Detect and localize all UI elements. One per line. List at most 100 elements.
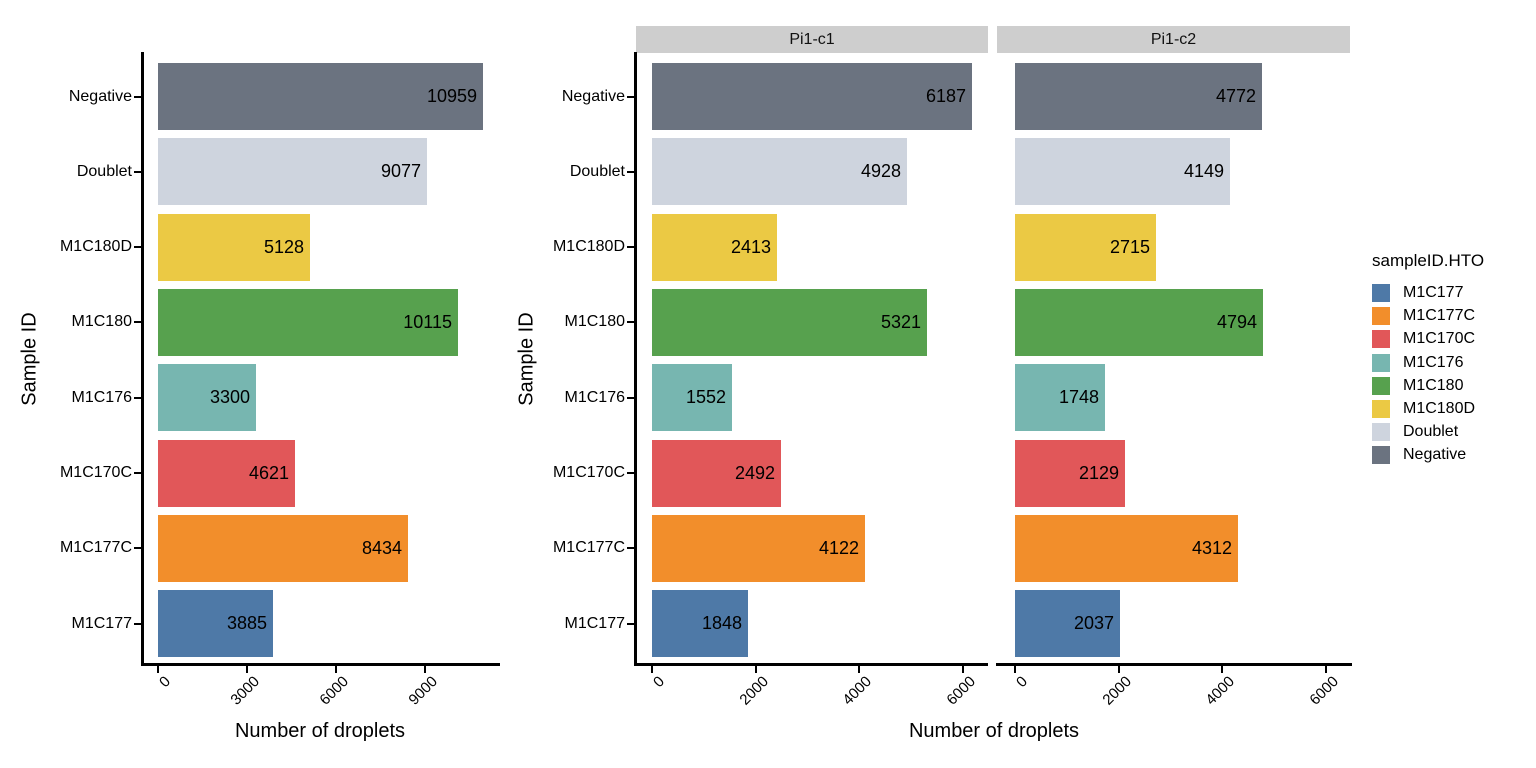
x-tick-label: 6000 (316, 673, 353, 709)
legend-item-negative: Negative (1372, 446, 1536, 465)
y-category-label: M1C176 (71, 388, 132, 406)
bar-m1c177c: 8434 (158, 514, 408, 582)
legend-item-m1c180d: M1C180D (1372, 400, 1536, 418)
legend-swatch (1372, 376, 1390, 395)
y-category-label: M1C170C (552, 464, 625, 481)
y-category-label: M1C180 (71, 313, 132, 331)
x-tick-mark (1324, 666, 1327, 673)
x-tick-label: 6000 (1305, 673, 1342, 709)
bar-m1c170c: 2129 (1015, 439, 1125, 507)
bar-value-label: 3300 (209, 387, 250, 408)
y-tick-mark (627, 396, 634, 399)
bar-value-label: 4149 (1183, 161, 1224, 182)
bar-negative: 10959 (158, 63, 483, 130)
y-category-label: Doublet (569, 162, 625, 180)
y-axis-line (634, 52, 637, 666)
bar-value-label: 9077 (380, 161, 421, 182)
legend-item-m1c176: M1C176 (1372, 353, 1536, 372)
y-axis-title-left: Sample ID (18, 312, 41, 406)
bar-m1c177: 1848 (652, 590, 748, 658)
y-category-label: M1C180D (552, 238, 625, 256)
bar-value-label: 2715 (1109, 236, 1150, 257)
x-tick-label: 4000 (1202, 673, 1239, 709)
x-tick-label: 4000 (839, 673, 876, 709)
y-category-label: M1C180 (564, 313, 625, 331)
bar-m1c177: 3885 (158, 590, 273, 658)
bar-value-label: 4772 (1215, 86, 1256, 106)
bar-value-label: 10959 (426, 86, 477, 106)
y-tick-mark (627, 622, 634, 625)
legend-label: Doublet (1403, 423, 1459, 441)
legend-swatch (1372, 284, 1390, 302)
bar-m1c170c: 4621 (158, 439, 295, 507)
bar-value-label: 4312 (1191, 537, 1232, 558)
legend-item-m1c177: M1C177 (1372, 284, 1536, 302)
x-tick-mark (651, 666, 653, 673)
y-tick-mark (627, 170, 634, 173)
bar-m1c177c: 4122 (652, 514, 865, 582)
legend-item-m1c177c: M1C177C (1372, 307, 1536, 326)
bar-value-label: 1552 (685, 387, 726, 408)
x-axis-line (996, 663, 1352, 666)
bar-doublet: 4149 (1015, 138, 1230, 206)
x-tick-mark (858, 666, 860, 673)
y-category-label: M1C177C (552, 539, 625, 557)
legend-swatch (1372, 307, 1390, 326)
legend-label: M1C177C (1403, 307, 1476, 325)
bar-m1c180d: 5128 (158, 213, 310, 281)
facet-strip: Pi1-c2 (997, 26, 1350, 53)
legend-label: Negative (1403, 446, 1467, 464)
y-category-label: Negative (68, 87, 132, 105)
bar-value-label: 4122 (818, 537, 859, 558)
bar-m1c170c: 2492 (652, 439, 781, 507)
legend-item-doublet: Doublet (1372, 423, 1536, 442)
x-tick-label: 3000 (227, 673, 264, 709)
y-category-label: Doublet (76, 162, 132, 180)
bar-value-label: 1748 (1058, 387, 1099, 408)
legend-swatch (1372, 353, 1390, 372)
y-tick-mark (134, 170, 141, 173)
legend-item-m1c170c: M1C170C (1372, 330, 1536, 349)
x-tick-label: 9000 (405, 673, 442, 709)
bar-negative: 6187 (652, 63, 972, 130)
bar-value-label: 4794 (1216, 311, 1257, 332)
bar-value-label: 2037 (1073, 613, 1114, 634)
y-axis-line (141, 52, 144, 666)
x-tick-mark (1117, 666, 1120, 673)
bar-value-label: 5128 (263, 236, 304, 257)
bar-doublet: 9077 (158, 138, 427, 206)
y-category-label: M1C176 (564, 388, 625, 406)
bar-m1c176: 1552 (652, 364, 732, 432)
bar-value-label: 2129 (1078, 462, 1119, 483)
x-tick-mark (335, 666, 337, 673)
x-tick-mark (1221, 666, 1223, 673)
bar-m1c180d: 2413 (652, 213, 777, 281)
legend-item-m1c180: M1C180 (1372, 376, 1536, 395)
y-tick-mark (627, 246, 634, 249)
bar-value-label: 5321 (880, 311, 921, 332)
x-axis-title-facet: Number of droplets (908, 720, 1080, 742)
x-tick-label: 2000 (1098, 673, 1135, 709)
bar-negative: 4772 (1015, 63, 1262, 130)
legend-swatch (1372, 446, 1390, 465)
facet-strip: Pi1-c1 (636, 26, 988, 53)
x-tick-label: 0 (156, 673, 175, 691)
y-category-label: M1C170C (59, 464, 132, 481)
x-tick-label: 2000 (735, 673, 772, 709)
bar-value-label: 1848 (701, 613, 742, 634)
y-category-label: Negative (561, 87, 625, 105)
x-tick-mark (157, 666, 159, 673)
bar-m1c177c: 4312 (1015, 514, 1238, 582)
legend-label: M1C180 (1403, 376, 1464, 394)
y-tick-mark (134, 95, 141, 98)
bar-value-label: 2413 (730, 236, 771, 257)
x-tick-mark (424, 666, 426, 673)
legend-label: M1C176 (1403, 353, 1464, 371)
y-tick-mark (134, 547, 141, 550)
legend-label: M1C177 (1403, 284, 1464, 301)
x-tick-label: 0 (1013, 673, 1032, 691)
bar-value-label: 4621 (248, 462, 289, 483)
bar-value-label: 10115 (403, 311, 452, 332)
bar-value-label: 4928 (860, 161, 901, 182)
